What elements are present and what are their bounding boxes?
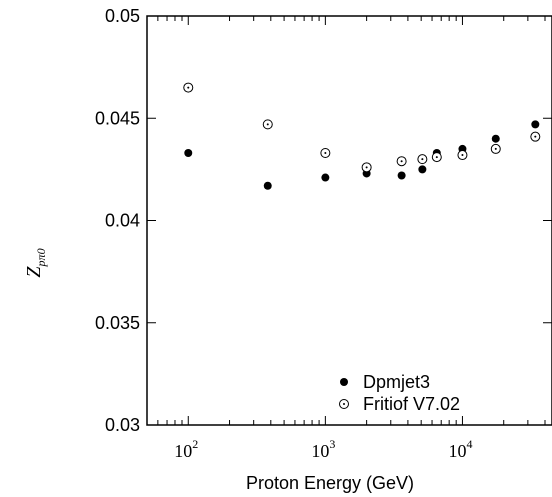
marker-dot <box>461 154 464 157</box>
legend-marker <box>340 378 348 386</box>
marker-dot <box>365 166 368 169</box>
x-tick-label-base: 10 <box>174 441 192 461</box>
legend-marker <box>339 399 349 409</box>
data-point-fritiof <box>262 119 273 130</box>
x-tick-label-base: 10 <box>311 441 329 461</box>
y-axis: 0.03 0.035 0.04 0.045 0.05 <box>95 6 552 435</box>
data-point-fritiof <box>490 143 501 154</box>
data-point-dpmjet3 <box>184 149 193 158</box>
x-tick-label-exponent: 4 <box>466 437 472 451</box>
marker-dot <box>187 86 190 89</box>
data-point-fritiof <box>457 150 468 161</box>
data-point-dpmjet3 <box>397 171 406 180</box>
data-point-fritiof <box>396 156 407 167</box>
marker-dot <box>324 152 327 155</box>
plot-border <box>146 15 552 426</box>
marker-dot <box>421 158 424 161</box>
data-points <box>183 82 541 190</box>
data-point-fritiof <box>361 162 372 173</box>
data-point-fritiof <box>183 82 194 93</box>
marker-dot <box>266 123 269 126</box>
x-tick-label-base: 10 <box>448 441 466 461</box>
data-point-dpmjet3 <box>263 181 272 190</box>
x-tick-label-exponent: 3 <box>329 437 335 451</box>
marker-dot <box>435 156 438 159</box>
data-point-dpmjet3 <box>321 173 330 182</box>
data-point-dpmjet3 <box>531 120 540 129</box>
y-tick-label: 0.04 <box>105 211 140 231</box>
data-point-dpmjet3 <box>418 165 427 174</box>
x-axis: 102 103 104 <box>146 16 546 461</box>
data-point-fritiof <box>320 148 331 159</box>
legend-label: Fritiof V7.02 <box>363 394 460 414</box>
data-point-fritiof <box>417 154 428 165</box>
y-tick-label: 0.03 <box>105 415 140 435</box>
data-point-dpmjet3 <box>491 134 500 143</box>
x-tick-label: 102 <box>174 437 198 461</box>
y-axis-label-group: Zpπ0 <box>23 248 48 277</box>
y-tick-label: 0.045 <box>95 108 140 128</box>
x-axis-label: Proton Energy (GeV) <box>246 473 414 493</box>
marker-dot <box>400 160 403 163</box>
marker-dot <box>343 403 345 405</box>
marker-dot <box>534 135 537 138</box>
data-point-fritiof <box>530 131 541 142</box>
x-tick-label: 104 <box>448 437 472 461</box>
x-tick-label: 103 <box>311 437 335 461</box>
legend-label: Dpmjet3 <box>363 372 430 392</box>
y-axis-label: Z <box>23 266 45 278</box>
y-axis-label-subscript: pπ0 <box>34 248 48 267</box>
data-point-fritiof <box>431 152 442 163</box>
y-tick-label: 0.035 <box>95 313 140 333</box>
svg-text:Zpπ0: Zpπ0 <box>23 248 48 277</box>
y-tick-label: 0.05 <box>105 6 140 26</box>
x-tick-label-exponent: 2 <box>192 437 198 451</box>
marker-dot <box>494 147 497 150</box>
plot-frame <box>146 15 552 426</box>
